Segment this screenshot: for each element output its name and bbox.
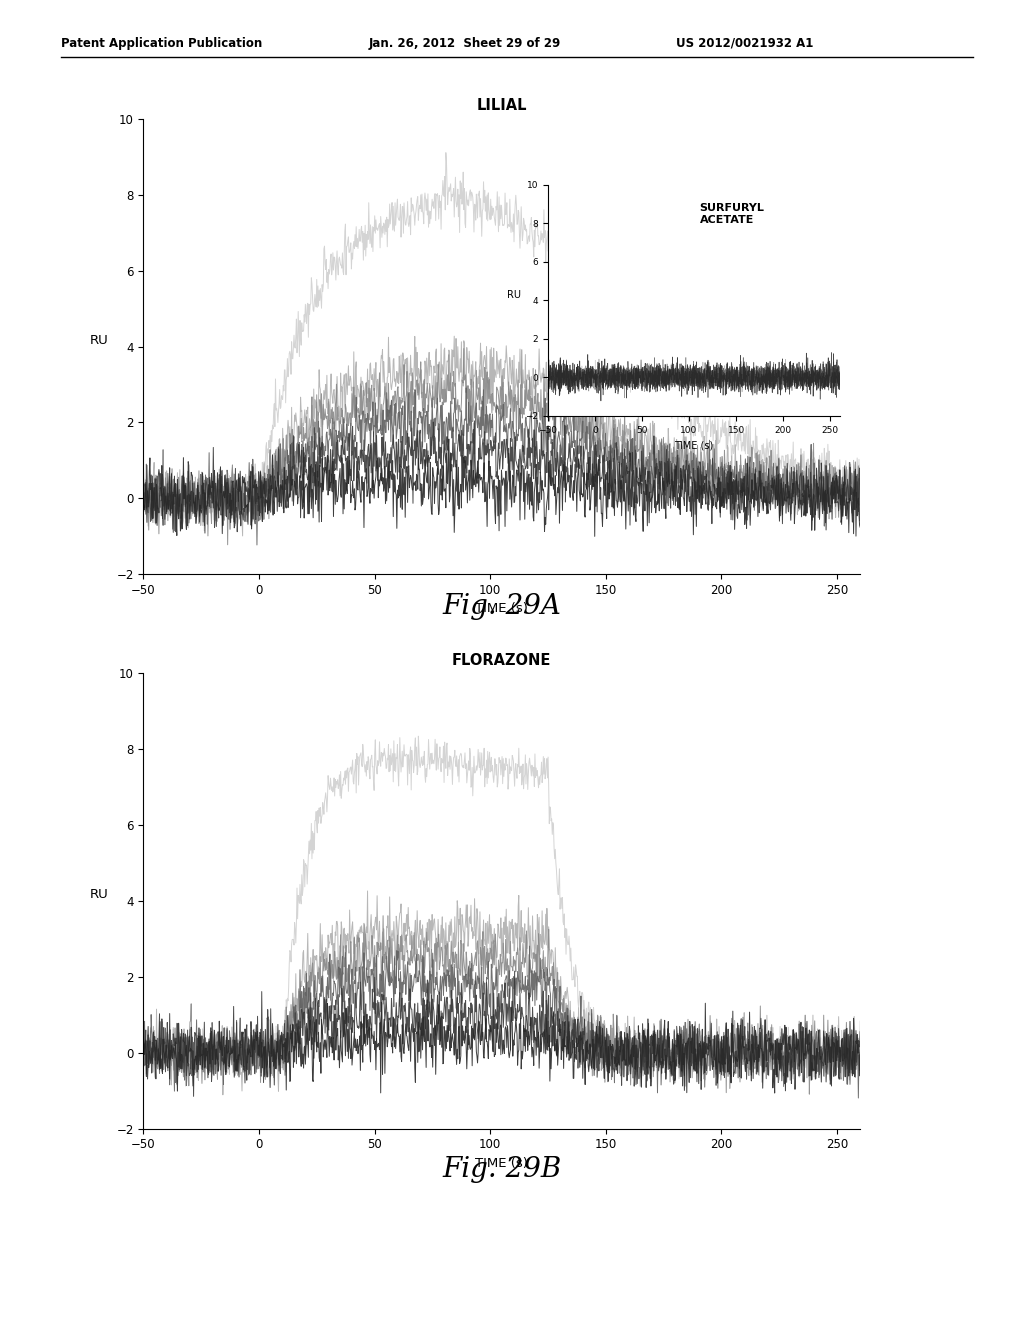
Title: FLORAZONE: FLORAZONE [452, 653, 552, 668]
Text: Patent Application Publication: Patent Application Publication [61, 37, 263, 50]
Text: US 2012/0021932 A1: US 2012/0021932 A1 [676, 37, 813, 50]
Text: Fig. 29A: Fig. 29A [442, 593, 561, 620]
Title: LILIAL: LILIAL [476, 99, 527, 114]
Text: SURFURYL
ACETATE: SURFURYL ACETATE [699, 203, 765, 224]
Text: Jan. 26, 2012  Sheet 29 of 29: Jan. 26, 2012 Sheet 29 of 29 [369, 37, 561, 50]
Text: Fig. 29B: Fig. 29B [442, 1156, 561, 1184]
X-axis label: TIME (s): TIME (s) [674, 440, 714, 450]
Y-axis label: RU: RU [90, 888, 109, 902]
Y-axis label: RU: RU [507, 290, 521, 300]
X-axis label: TIME (s): TIME (s) [475, 1156, 528, 1170]
Y-axis label: RU: RU [90, 334, 109, 347]
X-axis label: TIME (s): TIME (s) [475, 602, 528, 615]
